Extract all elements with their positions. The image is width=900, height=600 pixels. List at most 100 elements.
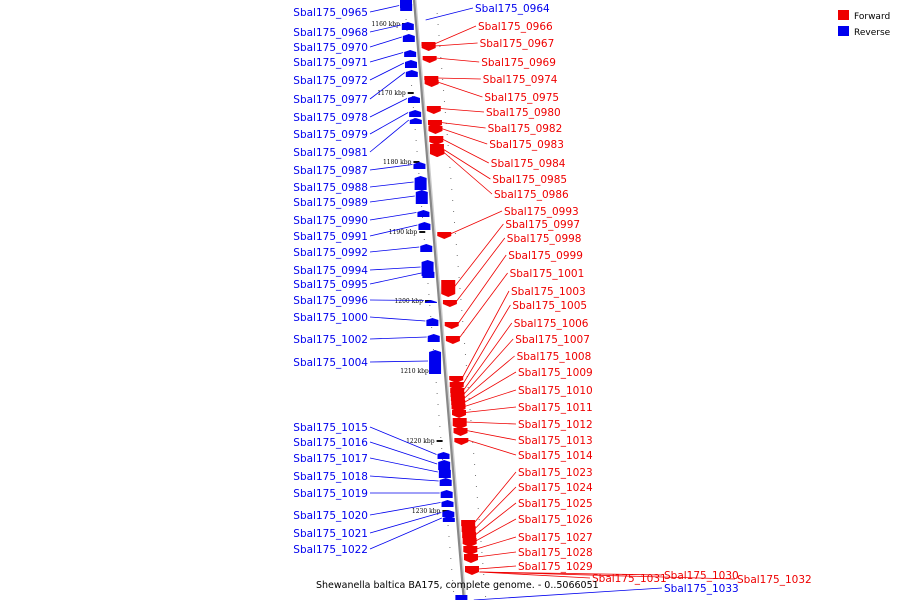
forward-gene-label: Sbal175_1013 — [518, 435, 593, 447]
reverse-gene-label: Sbal175_1021 — [293, 528, 368, 540]
axis-dot — [443, 101, 445, 102]
reverse-gene-label: Sbal175_0978 — [293, 112, 368, 124]
reverse-gene-leader — [369, 164, 413, 171]
axis-dot — [475, 486, 477, 487]
axis-dot — [458, 277, 460, 278]
reverse-gene-label: Sbal175_1002 — [293, 334, 368, 346]
axis-dot — [431, 327, 433, 328]
forward-gene-label: Sbal175_0993 — [504, 206, 579, 218]
axis-dot — [468, 398, 470, 399]
legend-reverse-label: Reverse — [854, 28, 891, 38]
forward-gene-leader — [479, 571, 736, 580]
forward-gene-label: Sbal175_1011 — [518, 402, 593, 414]
axis-dot — [451, 189, 453, 190]
forward-gene-label: Sbal175_0983 — [489, 139, 564, 151]
reverse-gene-label: Sbal175_0987 — [293, 165, 368, 177]
reverse-gene-leader — [369, 441, 438, 465]
forward-gene-label: Sbal175_0974 — [483, 74, 558, 86]
forward-gene-leader — [442, 138, 489, 164]
forward-gene-label: Sbal175_0975 — [484, 92, 559, 104]
forward-gene-label: Sbal175_0982 — [488, 123, 563, 135]
forward-gene-leader — [434, 25, 477, 45]
reverse-gene-label: Sbal175_0964 — [475, 3, 550, 15]
reverse-gene-arrow — [422, 270, 435, 278]
axis-dot — [455, 244, 457, 245]
forward-gene-label: Sbal175_1023 — [518, 467, 593, 479]
forward-gene-leader — [473, 471, 517, 524]
reverse-gene-leader — [369, 316, 426, 322]
forward-gene-leader — [463, 355, 515, 399]
forward-gene-label: Sbal175_1025 — [518, 498, 593, 510]
axis-dot — [438, 35, 440, 36]
reverse-gene-leader — [369, 360, 429, 363]
reverse-gene-label: Sbal175_1017 — [293, 453, 368, 465]
forward-gene-arrow — [437, 232, 452, 239]
axis-dot — [469, 409, 471, 410]
legend-forward-swatch — [838, 10, 849, 20]
forward-gene-arrow — [426, 106, 441, 114]
forward-gene-arrow — [428, 126, 443, 134]
reverse-gene-arrow — [409, 118, 422, 124]
axis-dot — [450, 558, 452, 559]
reverse-gene-arrow — [426, 318, 439, 326]
reverse-gene-label: Sbal175_1000 — [293, 312, 368, 324]
forward-gene-leader — [439, 108, 485, 113]
forward-gene-arrow — [422, 56, 437, 63]
axis-dot — [421, 206, 423, 207]
reverse-gene-leader — [369, 98, 408, 118]
axis-dot — [474, 464, 476, 465]
axis-dot — [451, 569, 453, 570]
reverse-gene-label: Sbal175_0972 — [293, 75, 368, 87]
axis-dot — [418, 173, 420, 174]
reverse-gene-leader — [369, 72, 406, 100]
reverse-gene-label: Sbal175_0965 — [293, 7, 368, 19]
axis-dot — [467, 387, 469, 388]
axis-dot — [406, 30, 408, 31]
axis-dot — [438, 415, 440, 416]
kbp-tick-label: 1180 kbp — [383, 159, 412, 166]
reverse-gene-label: Sbal175_0994 — [293, 265, 368, 277]
axis-dot — [437, 404, 439, 405]
forward-gene-leader — [465, 421, 517, 425]
reverse-gene-label: Sbal175_0989 — [293, 197, 368, 209]
reverse-gene-arrow — [442, 516, 455, 522]
reverse-gene-arrow — [400, 0, 412, 8]
axis-dot — [436, 393, 438, 394]
axis-dot — [454, 233, 456, 234]
forward-gene-leader — [455, 237, 506, 303]
forward-gene-label: Sbal175_0985 — [492, 174, 567, 186]
forward-gene-label: Sbal175_1028 — [518, 547, 593, 559]
reverse-gene-label: Sbal175_0991 — [293, 231, 368, 243]
axis-dot — [439, 426, 441, 427]
axis-dot — [461, 310, 463, 311]
forward-gene-arrow — [430, 150, 445, 157]
axis-dot — [440, 437, 442, 438]
kbp-tick-label: 1170 kbp — [377, 90, 406, 97]
axis-dot — [456, 255, 458, 256]
forward-gene-label: Sbal175_1007 — [515, 334, 590, 346]
forward-gene-arrow — [452, 418, 467, 429]
reverse-gene-label: Sbal175_0979 — [293, 129, 368, 141]
forward-gene-leader — [434, 42, 478, 47]
forward-gene-arrow — [421, 44, 436, 51]
reverse-gene-arrow — [437, 452, 450, 459]
forward-gene-leader — [457, 254, 507, 325]
reverse-gene-arrow — [429, 350, 442, 374]
axis-dot — [479, 530, 481, 531]
kbp-tick-label: 1190 kbp — [389, 229, 418, 236]
axis-dot — [475, 475, 477, 476]
forward-gene-label: Sbal175_0969 — [481, 57, 556, 69]
forward-gene-label: Sbal175_1031 — [592, 573, 667, 585]
axis-dot — [439, 46, 441, 47]
forward-gene-leader — [462, 322, 513, 391]
axis-dot — [478, 519, 480, 520]
axis-dot — [446, 134, 448, 135]
axis-dot — [449, 167, 451, 168]
reverse-gene-label: Sbal175_0990 — [293, 215, 368, 227]
reverse-gene-arrow — [418, 222, 431, 230]
reverse-gene-label: Sbal175_0996 — [293, 295, 368, 307]
axis-dot — [443, 90, 445, 91]
legend: Forward Reverse — [838, 10, 891, 38]
axis-dot — [452, 200, 454, 201]
axis-dot — [472, 442, 474, 443]
